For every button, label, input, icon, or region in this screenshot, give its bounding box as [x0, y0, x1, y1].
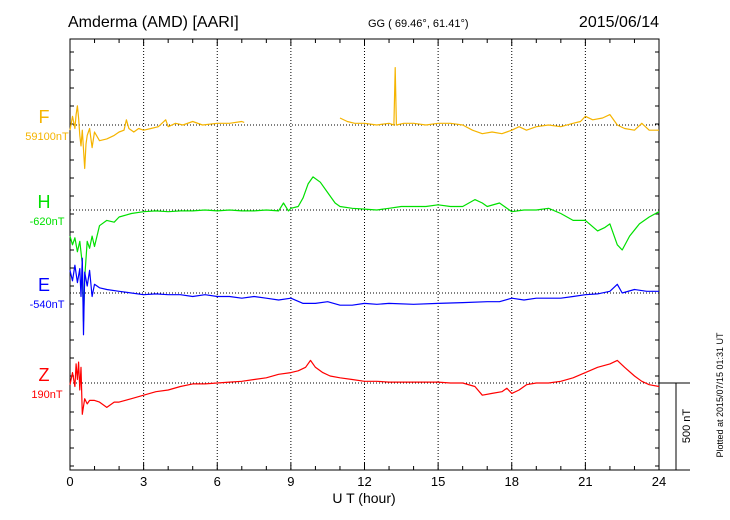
date-label: 2015/06/14: [579, 14, 659, 31]
component-letter-e: E: [38, 275, 50, 295]
scale-bar-label: 500 nT: [681, 409, 693, 444]
series-line-z: [69, 359, 660, 415]
component-letter-z: Z: [39, 365, 50, 385]
x-tick-label: 24: [652, 474, 666, 489]
coordinates-label: GG ( 69.46°, 61.41°): [368, 18, 469, 30]
series-line-f: [69, 67, 659, 170]
baseline-value-e: -540nT: [30, 299, 65, 311]
baseline-value-h: -620nT: [30, 216, 65, 228]
series-line-h: [69, 176, 660, 322]
component-labels: F 59100nT H -620nT E -540nT Z 190nT: [25, 107, 69, 401]
x-tick-label: 21: [578, 474, 592, 489]
x-tick-label: 3: [140, 474, 147, 489]
x-tick-label: 18: [505, 474, 519, 489]
x-tick-label: 12: [357, 474, 371, 489]
x-tick-label: 6: [214, 474, 221, 489]
component-letter-f: F: [39, 107, 50, 127]
baseline-value-z: 190nT: [31, 389, 62, 401]
x-axis-label: U T (hour): [332, 490, 395, 506]
ticks-layer: 0 3 6 9 12 15 18 21 24: [66, 39, 666, 489]
station-title: Amderma (AMD) [AARI]: [68, 14, 239, 31]
x-tick-label: 0: [66, 474, 73, 489]
x-tick-label: 15: [431, 474, 445, 489]
component-letter-h: H: [38, 192, 51, 212]
plotted-at-label: Plotted at 2015/07/15 01:31 UT: [715, 332, 725, 458]
series-layer: [69, 67, 660, 415]
baseline-value-f: 59100nT: [25, 131, 69, 143]
scale-bar: 500 nT: [659, 382, 693, 471]
series-line-e: [69, 257, 659, 336]
grid-layer: [70, 39, 659, 470]
x-tick-label: 9: [287, 474, 294, 489]
